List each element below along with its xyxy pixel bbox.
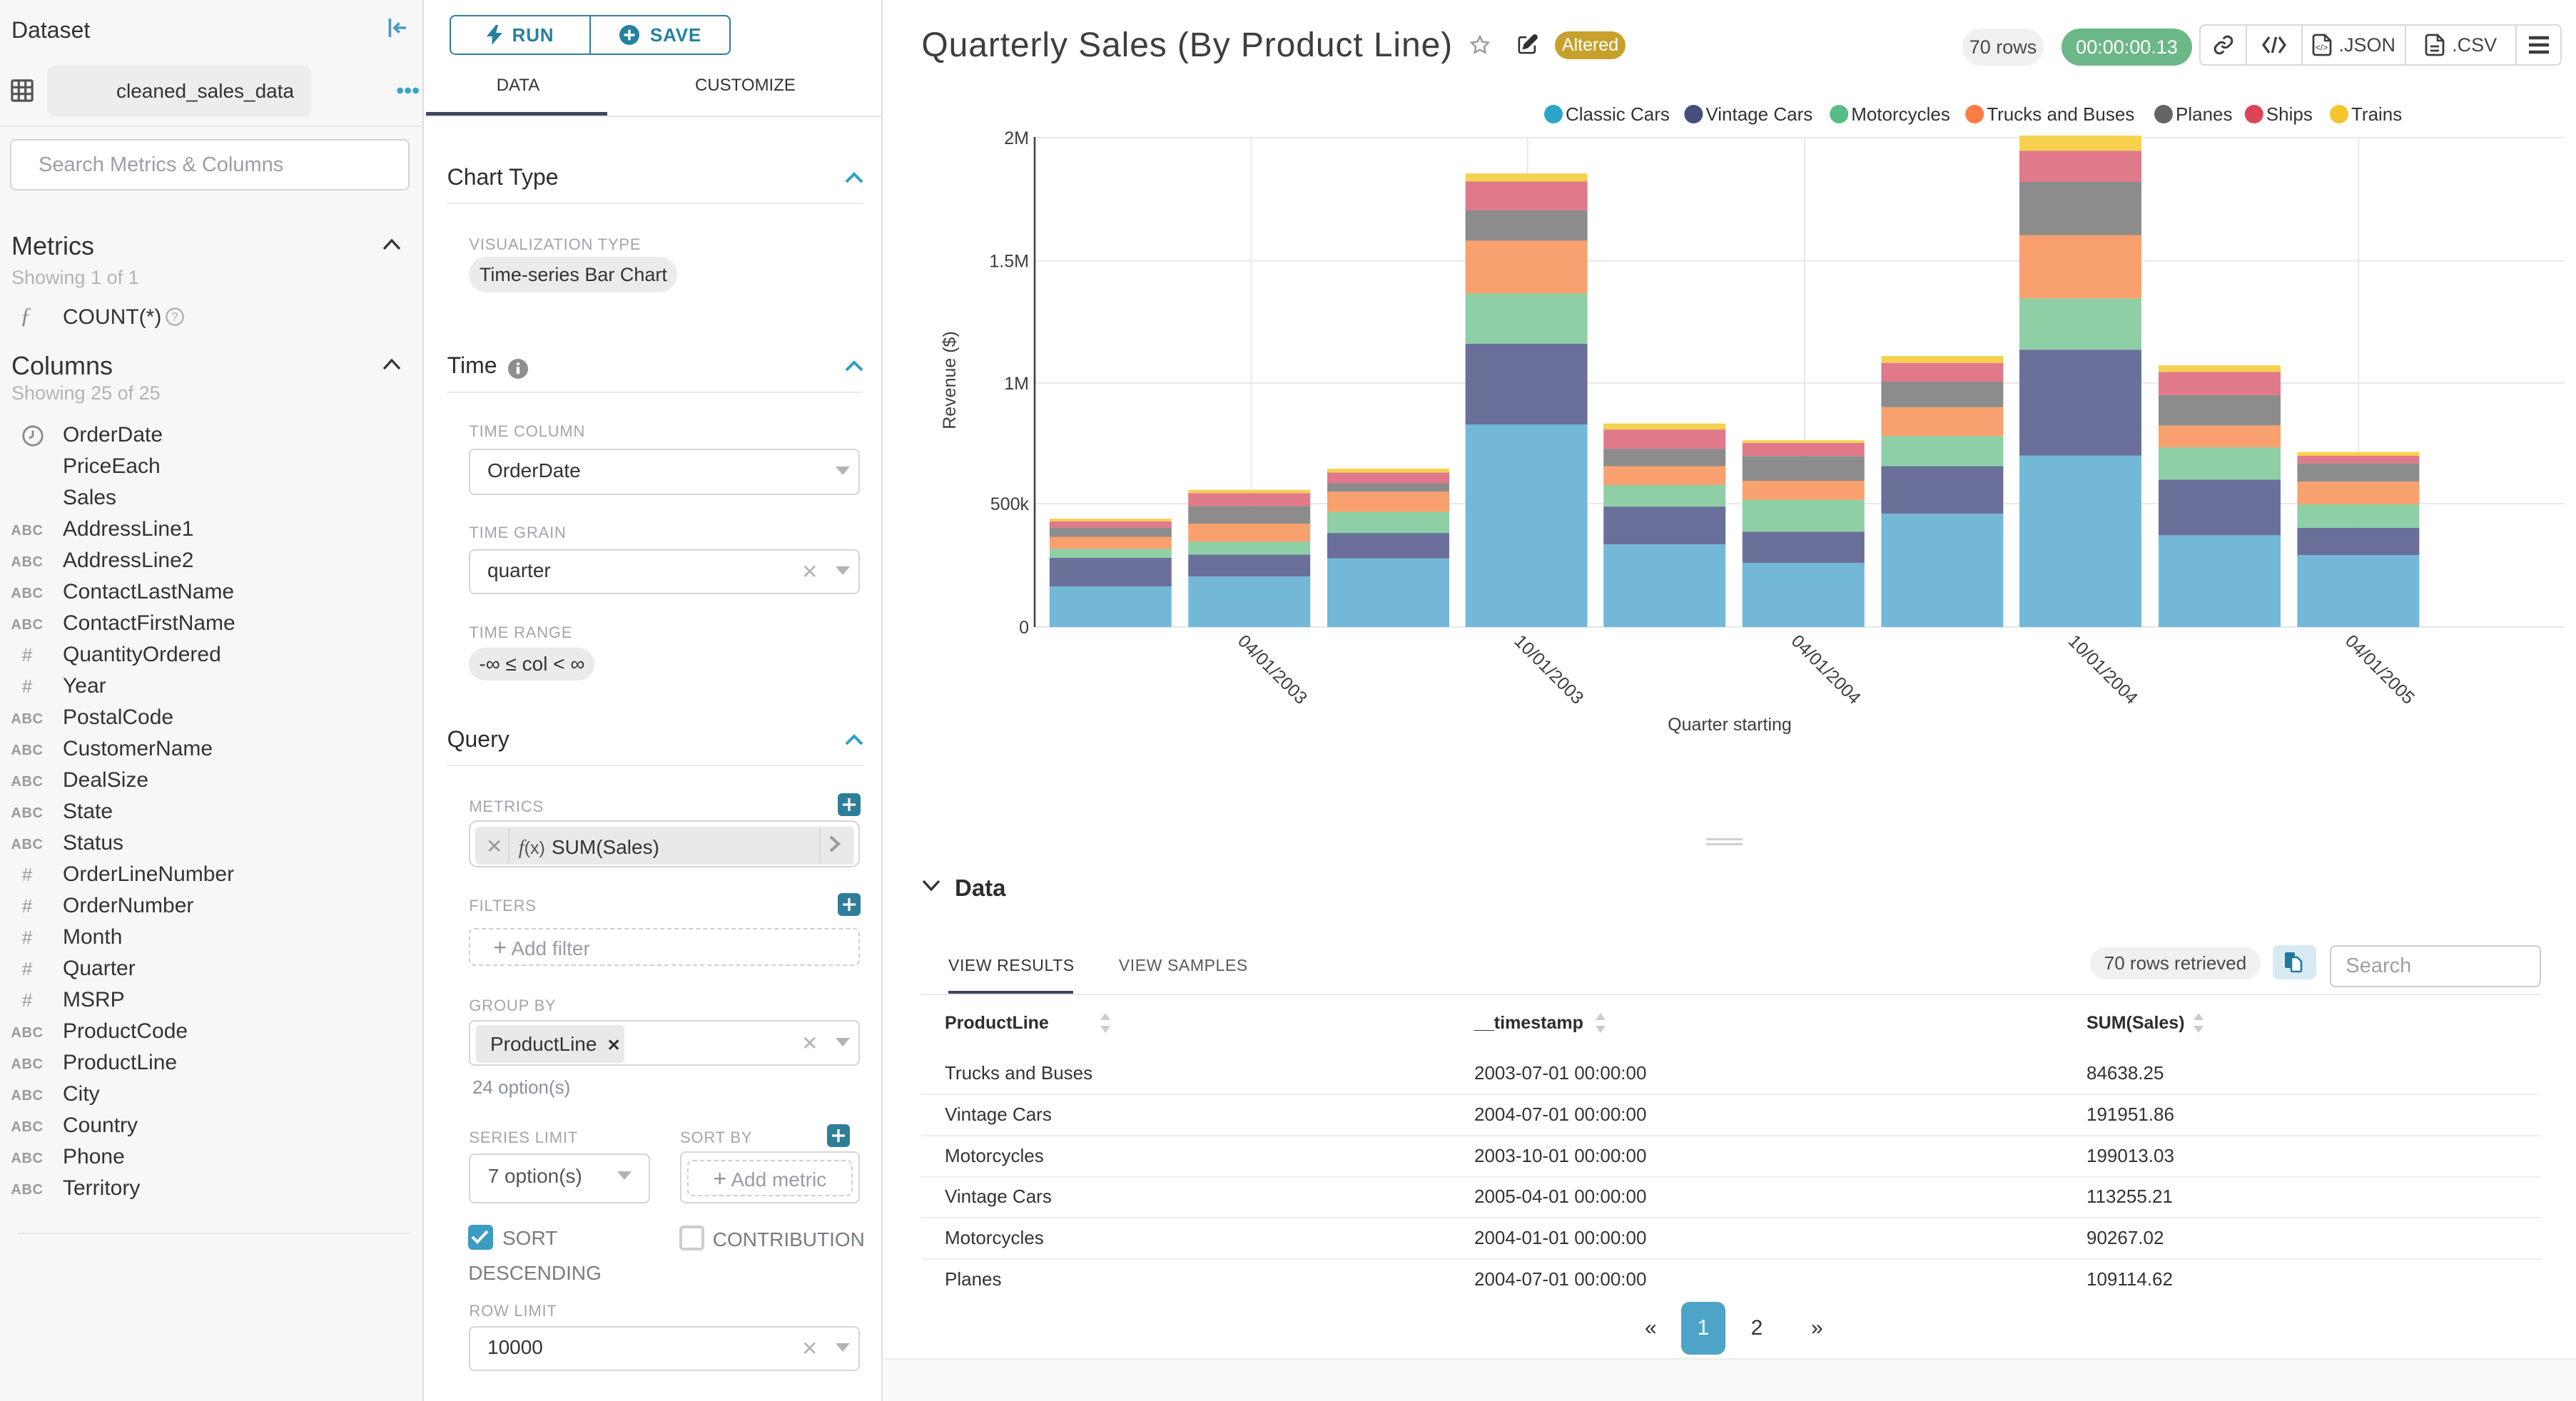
svg-text:04/01/2005: 04/01/2005 bbox=[2341, 631, 2418, 708]
svg-text:Motorcycles: Motorcycles bbox=[1851, 103, 1950, 125]
svg-text:Trucks and Buses: Trucks and Buses bbox=[1987, 103, 2134, 125]
svg-text:Vintage Cars: Vintage Cars bbox=[1705, 103, 1812, 125]
svg-text:Classic Cars: Classic Cars bbox=[1566, 103, 1670, 125]
svg-text:Revenue ($): Revenue ($) bbox=[940, 331, 960, 429]
svg-text:?: ? bbox=[171, 310, 178, 324]
svg-text:10/01/2003: 10/01/2003 bbox=[1510, 631, 1587, 708]
svg-text:</>: </> bbox=[2315, 43, 2327, 53]
svg-text:10/01/2004: 10/01/2004 bbox=[2064, 631, 2141, 708]
svg-text:2M: 2M bbox=[1004, 128, 1029, 148]
svg-text:Quarter starting: Quarter starting bbox=[1668, 715, 1792, 735]
svg-text:500k: 500k bbox=[990, 494, 1030, 514]
svg-text:1.5M: 1.5M bbox=[989, 252, 1029, 272]
svg-text:Ships: Ships bbox=[2266, 103, 2313, 125]
svg-text:Trains: Trains bbox=[2351, 103, 2402, 125]
svg-text:04/01/2003: 04/01/2003 bbox=[1234, 631, 1311, 708]
svg-text:Planes: Planes bbox=[2176, 103, 2233, 125]
svg-text:04/01/2004: 04/01/2004 bbox=[1788, 631, 1865, 708]
svg-text:0: 0 bbox=[1019, 618, 1029, 638]
svg-text:1M: 1M bbox=[1004, 374, 1029, 394]
